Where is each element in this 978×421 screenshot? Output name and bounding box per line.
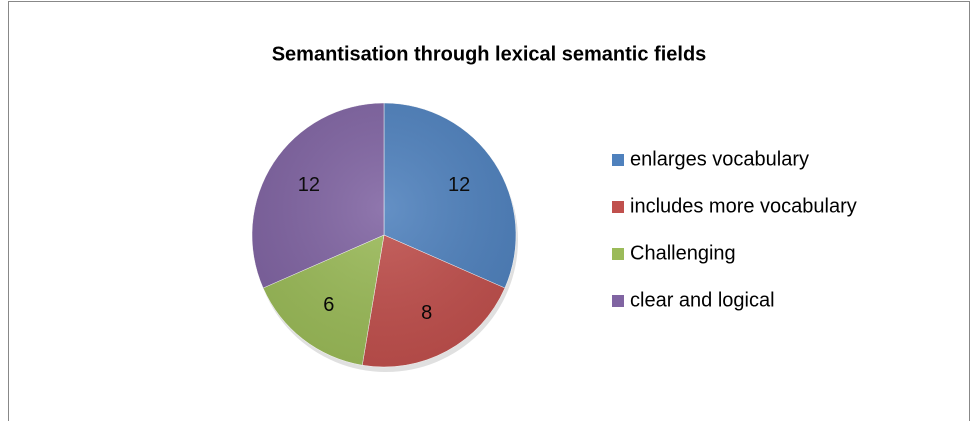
legend-swatch xyxy=(612,295,624,307)
chart-border xyxy=(8,1,970,421)
legend-swatch xyxy=(612,201,624,213)
legend-swatch xyxy=(612,154,624,166)
legend-label: Challenging xyxy=(630,242,736,264)
pie-shade xyxy=(252,103,516,367)
chart-title: Semantisation through lexical semantic f… xyxy=(272,43,707,65)
legend-label: includes more vocabulary xyxy=(630,195,857,217)
legend-swatch xyxy=(612,248,624,260)
legend-label: enlarges vocabulary xyxy=(630,148,809,170)
legend-label: clear and logical xyxy=(630,289,775,311)
